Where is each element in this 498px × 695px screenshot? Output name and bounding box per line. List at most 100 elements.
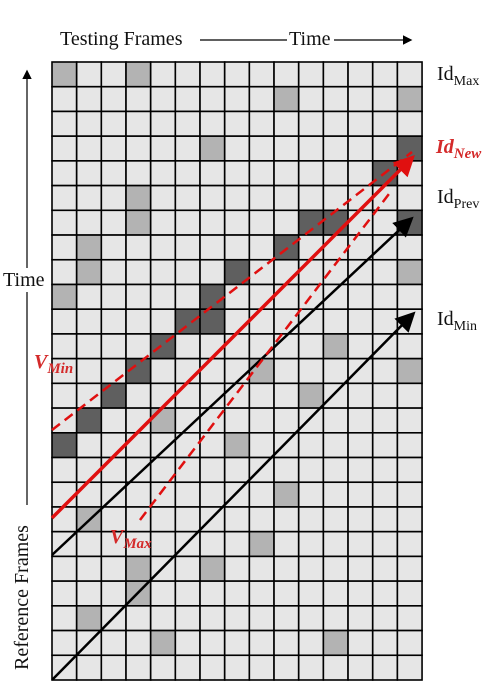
frame-cell xyxy=(371,234,399,261)
frame-cell xyxy=(125,605,152,632)
frame-cell xyxy=(248,530,275,558)
frame-cell xyxy=(248,110,275,137)
frame-cell xyxy=(396,110,423,137)
frame-cell xyxy=(223,506,251,533)
frame-cell xyxy=(149,61,177,88)
label-base: Id xyxy=(437,63,454,85)
frame-cell xyxy=(125,555,152,582)
frame-cell xyxy=(396,184,423,212)
frame-cell xyxy=(223,629,251,657)
frame-cell xyxy=(223,605,251,632)
frame-cell xyxy=(149,160,177,187)
frame-cell xyxy=(149,629,177,657)
label-sub: Max xyxy=(454,74,480,89)
frame-cell xyxy=(248,555,275,582)
frame-cell xyxy=(174,258,201,286)
frame-cell xyxy=(149,481,177,508)
frame-cell xyxy=(396,530,423,558)
frame-cell xyxy=(396,357,423,385)
frame-cell xyxy=(273,506,300,533)
frame-cell xyxy=(100,308,127,335)
frame-cell xyxy=(199,234,226,261)
frame-cell xyxy=(297,580,325,607)
frame-cell xyxy=(248,382,275,409)
frame-cell xyxy=(174,184,201,212)
frame-grid xyxy=(51,61,423,681)
frame-cell xyxy=(297,382,325,409)
frame-cell xyxy=(371,209,399,236)
frame-cell xyxy=(199,456,226,484)
frame-cell xyxy=(396,506,423,533)
frame-cell xyxy=(273,481,300,508)
frame-cell xyxy=(75,605,103,632)
frame-cell xyxy=(322,654,349,681)
frame-cell xyxy=(396,481,423,508)
frame-cell xyxy=(297,481,325,508)
frame-cell xyxy=(149,580,177,607)
frame-cell xyxy=(174,61,201,88)
label-sub: Min xyxy=(46,361,73,377)
frame-cell xyxy=(347,555,374,582)
frame-cell xyxy=(396,209,423,236)
frame-cell xyxy=(199,85,226,113)
frame-cell xyxy=(273,110,300,137)
frame-cell xyxy=(223,308,251,335)
frame-cell xyxy=(51,456,78,484)
label-base: V xyxy=(34,351,49,373)
frame-cell xyxy=(75,85,103,113)
frame-cell xyxy=(322,481,349,508)
frame-cell xyxy=(371,283,399,311)
frame-cell xyxy=(396,135,423,162)
frame-cell xyxy=(322,234,349,261)
frame-cell xyxy=(396,555,423,582)
frame-cell xyxy=(51,234,78,261)
frame-cell xyxy=(347,506,374,533)
frame-cell xyxy=(223,530,251,558)
min-line xyxy=(51,311,416,681)
frame-cell xyxy=(149,135,177,162)
frame-cell xyxy=(322,580,349,607)
label-sub: Min xyxy=(454,319,477,334)
frame-cell xyxy=(100,382,127,409)
frame-cell xyxy=(322,407,349,434)
frame-cell xyxy=(297,234,325,261)
frame-cell xyxy=(273,654,300,681)
frame-cell xyxy=(75,184,103,212)
frame-cell xyxy=(100,258,127,286)
frame-cell xyxy=(174,629,201,657)
frame-cell xyxy=(396,308,423,335)
frame-cell xyxy=(100,85,127,113)
frame-cell xyxy=(100,555,127,582)
frame-cell xyxy=(347,258,374,286)
id-min-label: IdMin xyxy=(437,308,477,334)
frame-cell xyxy=(248,333,275,360)
frame-cell xyxy=(149,234,177,261)
frame-cell xyxy=(75,481,103,508)
frame-cell xyxy=(371,580,399,607)
frame-cell xyxy=(174,481,201,508)
frame-cell xyxy=(75,530,103,558)
frame-cell xyxy=(149,110,177,137)
frame-cell xyxy=(347,629,374,657)
frame-cell xyxy=(371,135,399,162)
frame-cell xyxy=(396,456,423,484)
frame-cell xyxy=(347,382,374,409)
frame-cell xyxy=(347,209,374,236)
frame-cell xyxy=(297,61,325,88)
frame-cell xyxy=(322,506,349,533)
frame-cell xyxy=(371,407,399,434)
frame-cell xyxy=(75,431,103,459)
frame-cell xyxy=(322,382,349,409)
frame-cell xyxy=(149,308,177,335)
frame-cell xyxy=(248,629,275,657)
frame-cell xyxy=(347,431,374,459)
frame-cell xyxy=(322,456,349,484)
frame-cell xyxy=(297,530,325,558)
frame-cell xyxy=(396,283,423,311)
frame-cell xyxy=(149,184,177,212)
frame-cell xyxy=(273,283,300,311)
frame-cell xyxy=(125,234,152,261)
frame-cell xyxy=(223,333,251,360)
frame-cell xyxy=(100,160,127,187)
frame-cell xyxy=(199,580,226,607)
